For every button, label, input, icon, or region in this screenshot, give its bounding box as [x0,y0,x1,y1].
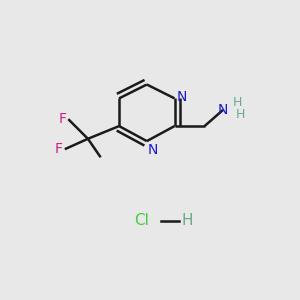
Text: H: H [182,213,193,228]
Text: N: N [176,90,187,104]
Text: F: F [58,112,66,126]
Text: N: N [148,143,158,157]
Text: N: N [218,103,228,117]
Text: Cl: Cl [134,213,149,228]
Text: H: H [236,108,245,121]
Text: H: H [232,97,242,110]
Text: F: F [55,142,63,156]
